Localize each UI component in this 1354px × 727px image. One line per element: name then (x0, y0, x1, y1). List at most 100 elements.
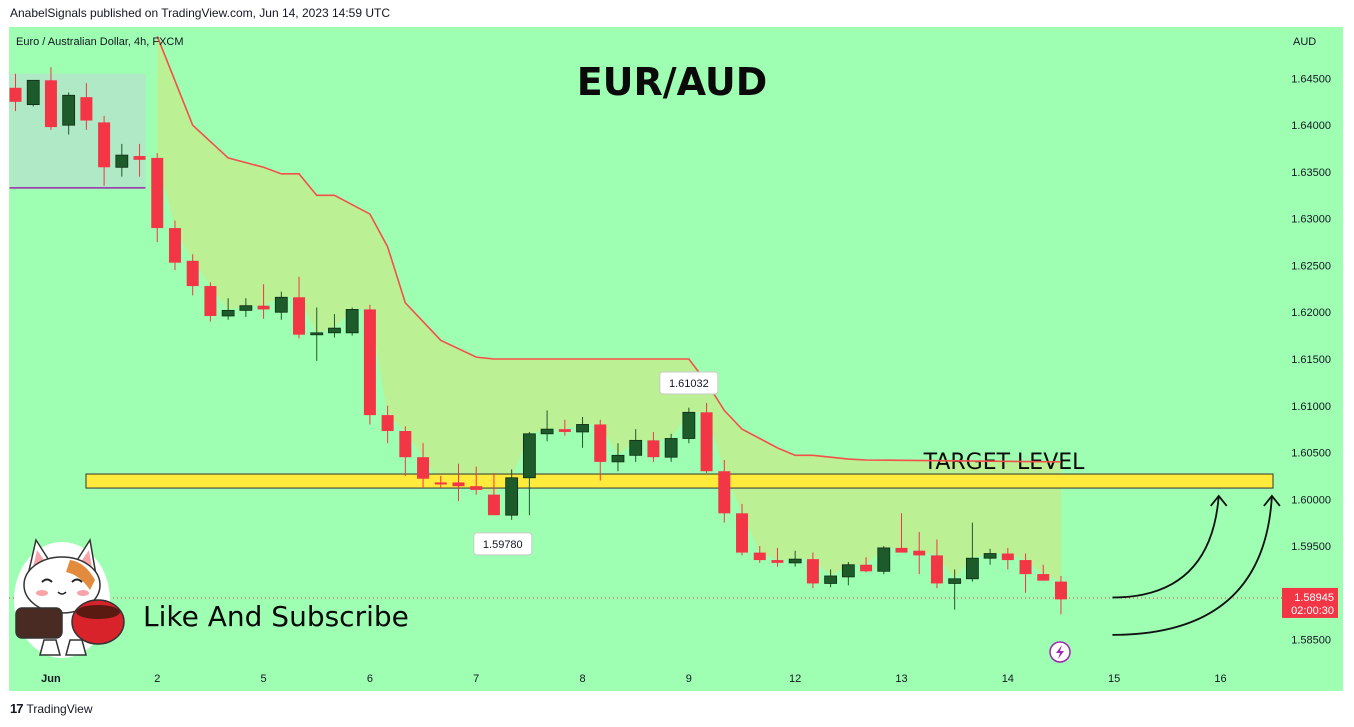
candle[interactable] (487, 473, 500, 516)
candle[interactable] (558, 419, 571, 436)
candle[interactable] (718, 460, 731, 523)
candle[interactable] (983, 548, 997, 565)
price-axis[interactable]: 1.64500 1.64000 1.63500 1.63000 1.62500 1.620… (9, 73, 1338, 647)
candle[interactable] (948, 569, 962, 610)
candle[interactable] (505, 469, 519, 520)
candle[interactable] (841, 561, 855, 586)
candle[interactable] (9, 73, 22, 112)
candle[interactable] (824, 569, 838, 588)
candle[interactable] (540, 410, 554, 442)
candle-body (540, 428, 554, 435)
callout-text: 1.59780 (483, 539, 523, 551)
candle-body (1001, 553, 1014, 561)
candle[interactable] (239, 298, 253, 317)
candle[interactable] (1054, 575, 1067, 615)
candle-body (186, 260, 199, 287)
candle-body (1054, 581, 1067, 600)
candle[interactable] (26, 79, 40, 107)
candle-body (576, 424, 589, 433)
candle-body (239, 305, 253, 311)
candle-body (115, 154, 129, 168)
candle-body (221, 309, 235, 317)
candle[interactable] (274, 291, 288, 320)
trailing-stop-line (156, 36, 1061, 463)
candle-body (310, 332, 324, 336)
currency-label: AUD (1293, 36, 1316, 48)
candle[interactable] (62, 92, 76, 135)
candle[interactable] (788, 550, 802, 567)
time-axis[interactable]: Jun 2 5 6 7 8 9 12 13 14 15 16 (41, 673, 1226, 685)
candle[interactable] (221, 298, 235, 320)
candle-body (434, 482, 447, 485)
candle[interactable] (860, 557, 873, 573)
x-tick-label: 9 (686, 673, 692, 685)
candle[interactable] (576, 416, 589, 448)
candle[interactable] (1001, 547, 1014, 570)
candle-body (470, 486, 483, 490)
candle-body (983, 553, 997, 559)
candle[interactable] (1019, 553, 1032, 593)
candle[interactable] (363, 304, 376, 425)
candle[interactable] (806, 552, 819, 589)
candle[interactable] (682, 407, 696, 444)
symbol-label[interactable]: Euro / Australian Dollar, 4h, FXCM (16, 36, 184, 48)
candle[interactable] (611, 443, 625, 472)
candle[interactable] (417, 443, 430, 489)
candle[interactable] (629, 429, 643, 462)
candle[interactable] (664, 433, 678, 462)
footer-brand[interactable]: 17 TradingView (10, 701, 93, 716)
target-level-band[interactable] (85, 473, 1274, 489)
trail-fill-area (157, 36, 1061, 582)
candle[interactable] (293, 276, 306, 339)
candle[interactable] (381, 405, 394, 444)
candle[interactable] (328, 314, 341, 338)
candle[interactable] (930, 539, 943, 589)
candle-body (647, 440, 660, 458)
candle[interactable] (913, 532, 926, 575)
publish-header: AnabelSignals published on TradingView.c… (10, 6, 391, 20)
candle[interactable] (168, 220, 181, 271)
candle[interactable] (771, 547, 784, 567)
candle[interactable] (736, 503, 749, 556)
candle[interactable] (345, 307, 359, 336)
candle[interactable] (133, 143, 146, 177)
candle[interactable] (434, 475, 447, 489)
candle[interactable] (594, 419, 607, 481)
candle[interactable] (753, 546, 766, 563)
candle[interactable] (452, 463, 465, 502)
flash-icon[interactable] (1049, 641, 1071, 663)
candle[interactable] (186, 254, 199, 296)
candle[interactable] (44, 67, 57, 130)
candle-body (417, 457, 430, 479)
candle[interactable] (522, 431, 536, 516)
candle[interactable] (115, 143, 129, 177)
trailing-stop-layer (9, 36, 1061, 463)
candle[interactable] (98, 115, 111, 186)
candle[interactable] (647, 431, 660, 462)
candle[interactable] (470, 466, 483, 495)
candle-body (1037, 574, 1050, 581)
candle[interactable] (965, 522, 979, 582)
last-price-tag[interactable] (1282, 587, 1338, 618)
candle-body (293, 297, 306, 335)
candle-body (452, 482, 465, 487)
candle[interactable] (1037, 564, 1050, 581)
candle[interactable] (399, 426, 412, 476)
candle[interactable] (310, 307, 324, 361)
candle[interactable] (257, 284, 270, 319)
candle-body (824, 575, 838, 584)
x-tick-label: 7 (473, 673, 479, 685)
y-tick-label: 1.62000 (1291, 307, 1331, 319)
candle[interactable] (204, 282, 217, 322)
y-tick-label: 1.64500 (1291, 73, 1331, 85)
candle[interactable] (877, 546, 891, 575)
candle-body (487, 494, 500, 516)
candle-body (345, 309, 359, 334)
candle[interactable] (151, 153, 164, 243)
candle[interactable] (700, 402, 713, 474)
forecast-arrowhead (1210, 494, 1228, 507)
candle[interactable] (80, 83, 93, 130)
candle[interactable] (895, 513, 908, 553)
candle-body (381, 415, 394, 432)
